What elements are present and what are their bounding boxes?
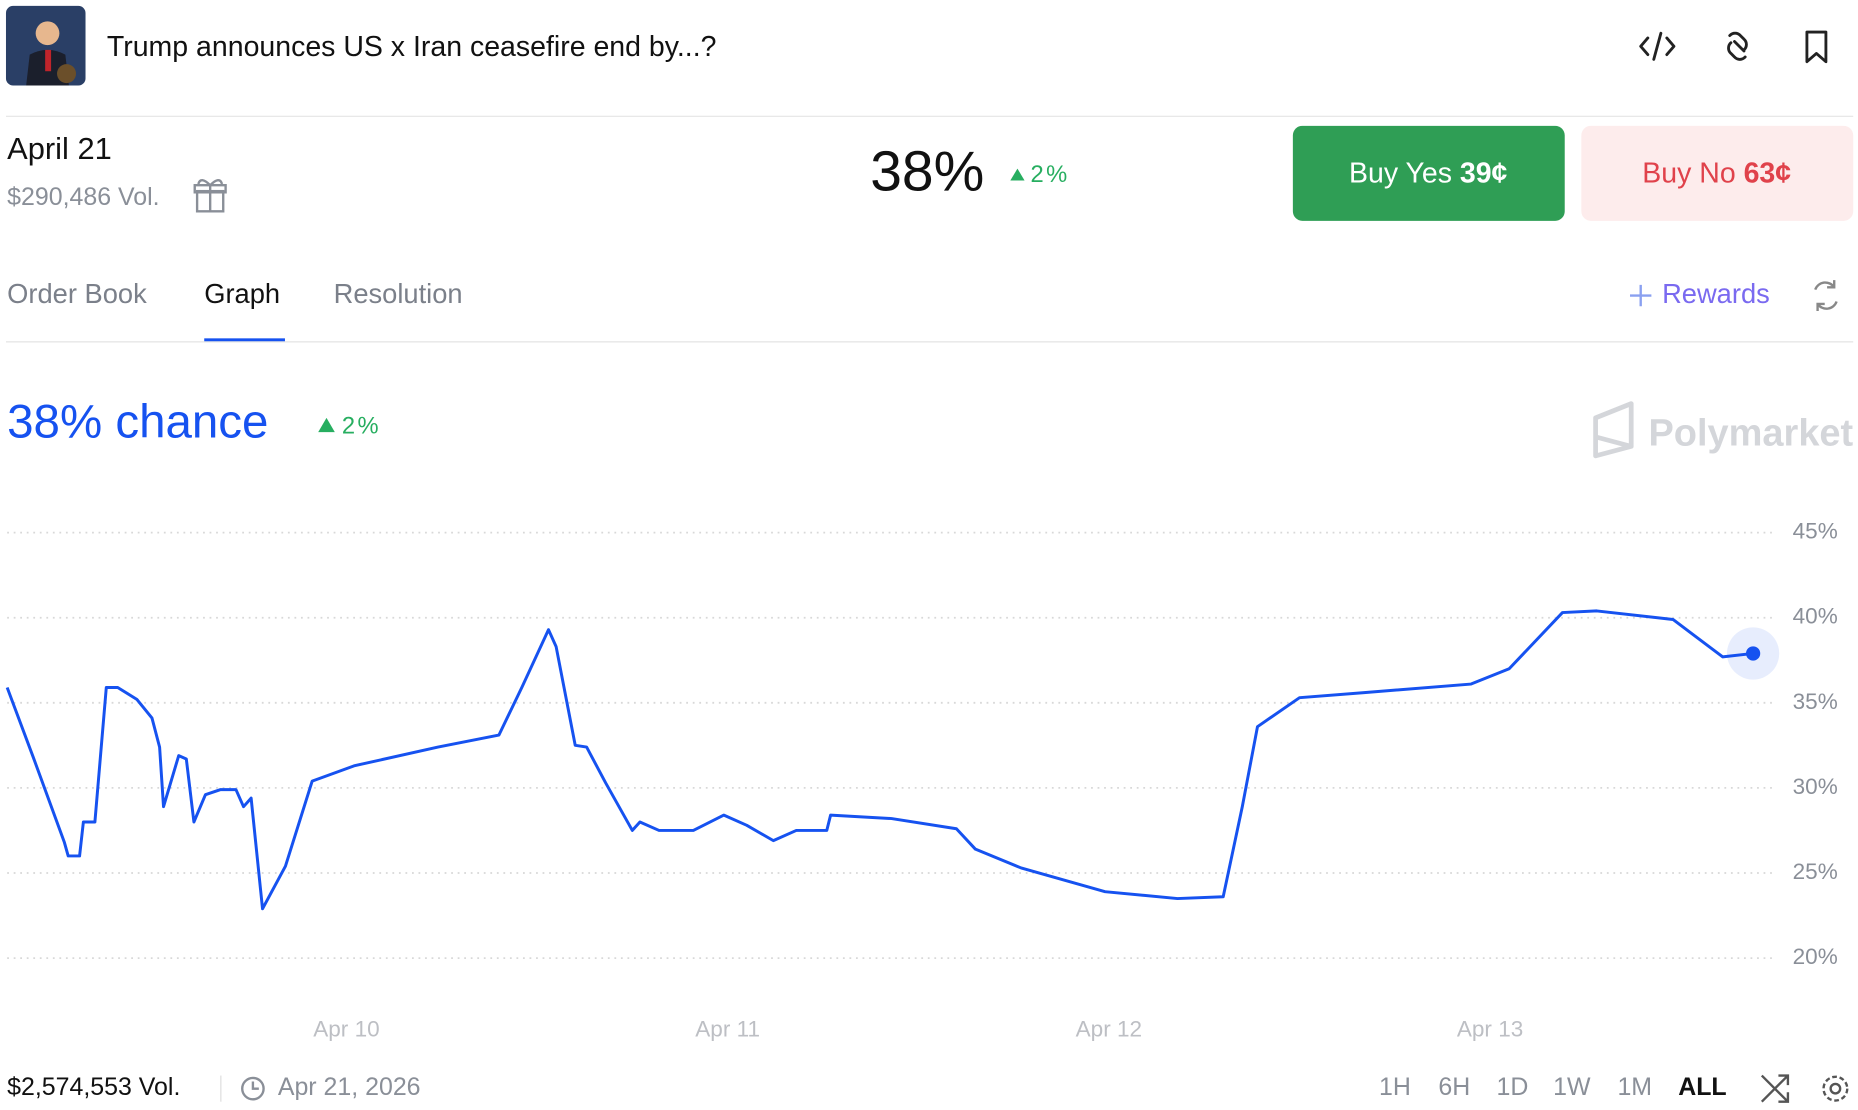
buy-yes-button[interactable] (1292, 125, 1565, 221)
range-button[interactable]: 1H (1379, 1073, 1411, 1101)
y-tick-label: 35% (1793, 689, 1838, 714)
outcome-change: 2% (1031, 162, 1070, 188)
y-tick-label: 20% (1793, 944, 1838, 969)
range-button[interactable]: ALL (1678, 1073, 1726, 1101)
tab[interactable]: Order Book (7, 278, 147, 309)
chart-change: 2% (342, 414, 381, 440)
bookmark-icon[interactable] (1805, 30, 1828, 64)
clock-icon (241, 1076, 265, 1101)
range-buttons: 1H 6H 1D 1W 1M ALL (1379, 1073, 1727, 1101)
rewards-link[interactable]: Rewards (1662, 278, 1770, 309)
market-title: Trump announces US x Iran ceasefire end … (107, 31, 717, 63)
x-tick-label: Apr 11 (695, 1016, 760, 1041)
change-arrow (318, 417, 335, 433)
y-tick-label: 25% (1793, 859, 1838, 884)
brand-name: Polymarket (1648, 413, 1853, 455)
refresh-icon[interactable] (1814, 280, 1838, 312)
link-icon[interactable] (1727, 31, 1748, 61)
tab-underline (204, 338, 285, 342)
plus-icon (1630, 284, 1652, 307)
chart-title: 38% chance (7, 396, 268, 449)
gift-icon[interactable] (193, 178, 227, 213)
buy-yes-text: Buy Yes 39¢ (1349, 157, 1508, 189)
buy-no-button[interactable] (1581, 125, 1854, 221)
range-button[interactable]: 6H (1438, 1073, 1470, 1101)
tab-active[interactable]: Graph (204, 278, 280, 309)
outcome-date: April 21 (7, 131, 112, 166)
y-tick-label: 45% (1793, 519, 1838, 544)
buy-yes-label: Buy Yes (1349, 157, 1452, 189)
end-date: Apr 21, 2026 (278, 1073, 421, 1101)
y-tick-label: 30% (1793, 774, 1838, 799)
outcome-volume: $290,486 Vol. (7, 183, 159, 211)
outcome-chance: 38% (870, 140, 984, 204)
range-button[interactable]: 1M (1617, 1073, 1652, 1101)
image-tie (45, 49, 52, 72)
change-arrow (1010, 168, 1025, 181)
y-tick-label: 40% (1793, 604, 1838, 629)
chart: 20% 25% 30% 35% 40% 45% Apr 10 Apr 11 Apr 12 Apr … (5, 519, 1838, 1041)
buy-no-text: Buy No 63¢ (1642, 157, 1791, 189)
range-button[interactable]: 1W (1553, 1073, 1591, 1101)
x-tick-label: Apr 10 (313, 1016, 379, 1041)
yes-price: 39¢ (1460, 157, 1508, 189)
embed-icon[interactable] (1639, 31, 1676, 61)
end-point (1745, 646, 1761, 661)
x-tick-label: Apr 12 (1076, 1016, 1142, 1041)
shuffle-icon[interactable] (1760, 1074, 1790, 1103)
no-price: 63¢ (1744, 157, 1792, 189)
image-face (35, 21, 60, 46)
buy-no-label: Buy No (1642, 157, 1735, 189)
x-tick-label: Apr 13 (1457, 1016, 1523, 1041)
tab[interactable]: Resolution (334, 278, 463, 309)
price-line (5, 609, 1754, 911)
range-button[interactable]: 1D (1497, 1073, 1529, 1101)
image-seal (57, 64, 77, 84)
settings-icon[interactable] (1822, 1075, 1849, 1102)
brand-logo (1593, 401, 1634, 459)
total-volume: $2,574,553 Vol. (7, 1073, 180, 1101)
